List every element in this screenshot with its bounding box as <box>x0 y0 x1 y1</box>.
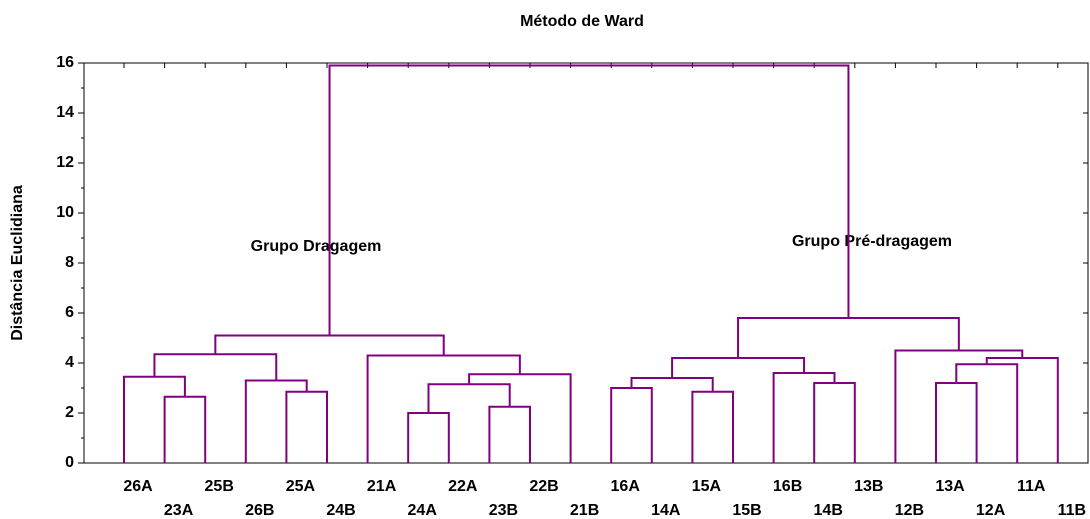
y-tick-label: 16 <box>56 54 74 71</box>
leaf-label: 15A <box>692 478 722 495</box>
dendrogram-link <box>427 383 511 413</box>
plot-frame <box>83 62 1089 464</box>
y-tick-label: 14 <box>56 104 74 121</box>
dendrogram-link <box>691 390 734 463</box>
leaf-label: 12B <box>895 502 924 519</box>
y-tick-label: 2 <box>65 404 74 421</box>
dendrogram-link <box>671 357 806 378</box>
dendrogram-link <box>935 382 978 463</box>
dendrogram-link <box>163 395 207 463</box>
leaf-label: 26B <box>245 502 274 519</box>
leaf-label: 25A <box>286 478 316 495</box>
leaf-label: 24A <box>408 502 438 519</box>
dendrogram-link <box>737 317 960 358</box>
leaf-label: 22B <box>529 478 558 495</box>
leaf-label: 12A <box>976 502 1006 519</box>
dendrogram-link <box>328 64 850 336</box>
leaf-label: 26A <box>123 478 153 495</box>
leaf-label: 22A <box>448 478 478 495</box>
leaf-label: 16A <box>611 478 641 495</box>
leaf-label: 15B <box>732 502 761 519</box>
annotation: Grupo Pré-dragagem <box>792 233 952 250</box>
annotation: Grupo Dragagem <box>251 238 382 255</box>
leaf-label: 11B <box>1058 502 1086 519</box>
y-tick-label: 4 <box>65 354 74 371</box>
dendrogram-link <box>985 357 1059 463</box>
leaf-label: 21B <box>570 502 599 519</box>
leaf-label: 21A <box>367 478 397 495</box>
leaf-label: 11A <box>1017 478 1046 495</box>
y-axis-label: Distância Euclidiana <box>9 185 26 341</box>
dendrogram-link <box>772 372 836 463</box>
y-tick-label: 12 <box>56 154 74 171</box>
leaf-label: 14A <box>651 502 681 519</box>
dendrogram-link <box>123 375 186 463</box>
leaf-label: 23B <box>489 502 518 519</box>
dendrogram-link <box>894 349 1024 463</box>
dendrogram-link <box>955 363 1019 463</box>
leaf-label: 23A <box>164 502 194 519</box>
dendrogram-link <box>468 373 572 463</box>
y-tick-label: 8 <box>65 254 74 271</box>
dendrogram-link <box>366 354 521 463</box>
leaf-label: 16B <box>773 478 802 495</box>
dendrogram-link <box>285 390 328 463</box>
leaf-label: 13A <box>935 478 965 495</box>
leaf-label: 14B <box>814 502 843 519</box>
dendrogram-link <box>813 382 856 463</box>
leaf-label: 24B <box>326 502 355 519</box>
y-tick-label: 6 <box>65 304 74 321</box>
dendrogram-link <box>630 377 714 392</box>
dendrogram-link <box>610 387 653 463</box>
leaf-label: 13B <box>854 478 883 495</box>
chart-title: Método de Ward <box>520 13 644 30</box>
y-tick-label: 10 <box>56 204 74 221</box>
dendrogram-link <box>488 405 531 463</box>
leaf-label: 25B <box>205 478 234 495</box>
y-tick-label: 0 <box>65 454 74 471</box>
dendrogram-link <box>214 334 445 356</box>
dendrogram-link <box>244 379 308 463</box>
dendrogram-link <box>407 412 450 463</box>
